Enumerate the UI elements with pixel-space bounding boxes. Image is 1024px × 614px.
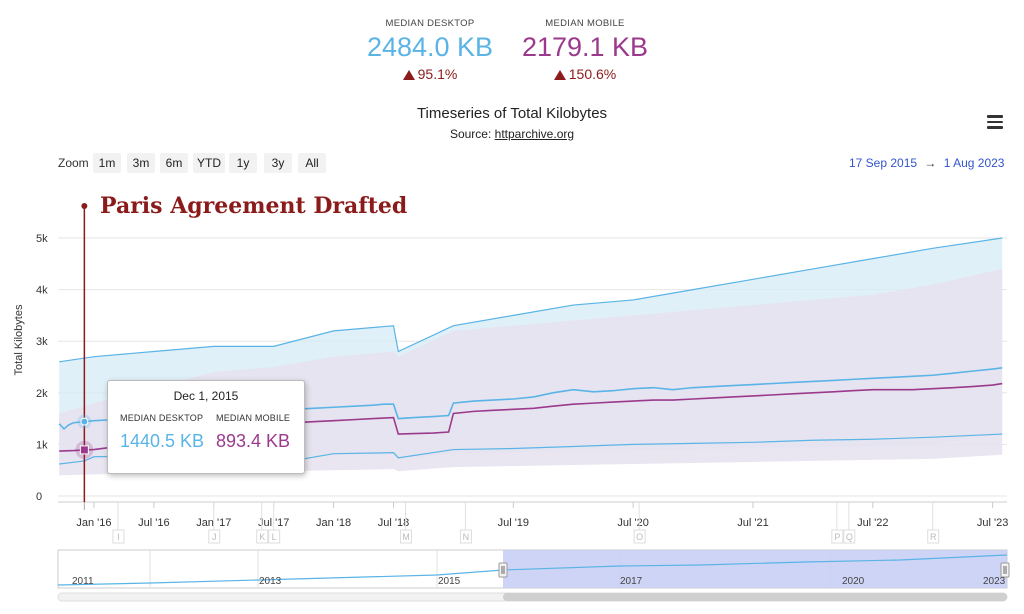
navigator-year-label: 2013	[259, 576, 282, 587]
navigator-year-label: 2020	[842, 576, 865, 587]
desktop-metric-change: 95.1%	[350, 66, 510, 82]
navigator-handle-right[interactable]	[1000, 562, 1010, 578]
zoom-button-ytd[interactable]: YTD	[193, 153, 225, 173]
zoom-label: Zoom	[58, 156, 89, 170]
event-flag-label[interactable]: R	[930, 532, 937, 542]
y-axis-label: Total Kilobytes	[13, 304, 25, 375]
x-tick-label: Jul '16	[138, 517, 169, 529]
hamburger-menu-icon[interactable]	[987, 115, 1003, 129]
event-flag-box[interactable]	[843, 529, 856, 544]
y-tick-label: 1k	[36, 439, 48, 451]
event-flag-box[interactable]	[268, 529, 281, 544]
event-flag-label[interactable]: N	[463, 532, 470, 542]
chart-subtitle: Source: httparchive.org	[312, 127, 712, 141]
mobile-metric-value: 2179.1 KB	[521, 32, 649, 62]
navigator-year-label: 2011	[72, 576, 94, 587]
event-flag-box[interactable]	[112, 529, 125, 544]
up-triangle-icon	[402, 70, 415, 80]
zoom-button-6m[interactable]: 6m	[160, 153, 188, 173]
desktop-metric-value: 2484.0 KB	[366, 32, 494, 62]
mobile-metric-label: MEDIAN MOBILE	[545, 18, 625, 29]
zoom-button-3y[interactable]: 3y	[264, 153, 292, 173]
navigator-year-label: 2015	[438, 576, 461, 587]
range-from[interactable]: 17 Sep 2015	[849, 156, 918, 170]
chart-tooltip: Dec 1, 2015 MEDIAN DESKTOP MEDIAN MOBILE…	[107, 380, 305, 474]
event-flag-label[interactable]: K	[259, 532, 265, 542]
event-flag-box[interactable]	[399, 529, 412, 544]
y-tick-label: 3k	[36, 336, 48, 348]
event-flag-box[interactable]	[927, 529, 940, 544]
scrollbar-thumb[interactable]	[503, 593, 1007, 601]
event-flag-label[interactable]: O	[636, 532, 643, 542]
event-flag-box[interactable]	[256, 529, 269, 544]
navigator-line	[57, 554, 1008, 586]
y-tick-label: 0	[36, 491, 42, 503]
zoom-button-3m[interactable]: 3m	[127, 153, 155, 173]
tooltip-mobile-label: MEDIAN MOBILE	[216, 413, 291, 423]
zoom-button-1y[interactable]: 1y	[229, 153, 257, 173]
event-flag-label[interactable]: P	[834, 532, 840, 542]
event-flag-label[interactable]: L	[272, 532, 277, 542]
x-tick-label: Jul '21	[737, 517, 768, 529]
desktop-metric-label: MEDIAN DESKTOP	[385, 18, 475, 29]
event-flag-label[interactable]: Q	[846, 532, 853, 542]
navigator-year-label: 2017	[620, 576, 643, 587]
event-flag-box[interactable]	[633, 529, 646, 544]
navigator-handle-left[interactable]	[498, 562, 508, 578]
tooltip-desktop-label: MEDIAN DESKTOP	[120, 413, 204, 423]
mobile-metric-change: 150.6%	[505, 66, 665, 82]
chart-title: Timeseries of Total Kilobytes	[416, 105, 608, 122]
source-link[interactable]: httparchive.org	[494, 127, 575, 141]
x-tick-label: Jul '22	[857, 517, 888, 529]
x-tick-label: Jan '16	[76, 517, 111, 529]
range-to[interactable]: 1 Aug 2023	[943, 156, 1005, 170]
mobile-hover-marker[interactable]	[79, 445, 89, 455]
subtitle-prefix: Source:	[449, 127, 495, 141]
up-triangle-icon	[553, 70, 566, 80]
y-tick-label: 2k	[36, 388, 48, 400]
navigator-selection[interactable]	[503, 550, 1007, 588]
range-arrow: →	[924, 156, 937, 170]
event-flag-label[interactable]: I	[117, 532, 120, 542]
event-flag-label[interactable]: M	[402, 532, 410, 542]
annotation-dot	[81, 203, 88, 209]
y-tick-label: 5k	[36, 233, 48, 245]
x-tick-label: Jul '23	[977, 517, 1008, 529]
tooltip-mobile-value: 893.4 KB	[216, 431, 291, 451]
desktop-band-upper-line	[59, 237, 1003, 363]
zoom-button-all[interactable]: All	[298, 153, 326, 173]
x-tick-label: Jul '18	[378, 517, 409, 529]
date-range: 17 Sep 2015 → 1 Aug 2023	[849, 156, 1004, 170]
x-tick-label: Jan '18	[316, 517, 351, 529]
zoom-button-1m[interactable]: 1m	[93, 153, 121, 173]
tooltip-date: Dec 1, 2015	[173, 389, 239, 403]
desktop-hover-marker[interactable]	[80, 417, 89, 426]
mobile-change-value: 150.6%	[568, 66, 617, 82]
tooltip-desktop-value: 1440.5 KB	[120, 431, 205, 451]
annotation-label: Paris Agreement Drafted	[100, 193, 408, 219]
event-flag-box[interactable]	[459, 529, 472, 544]
event-flag-box[interactable]	[208, 529, 221, 544]
x-tick-label: Jul '20	[617, 517, 648, 529]
y-tick-label: 4k	[36, 285, 48, 297]
desktop-change-value: 95.1%	[417, 66, 458, 82]
navigator-year-label: 2023	[983, 576, 1006, 587]
event-flag-box[interactable]	[831, 529, 844, 544]
x-tick-label: Jul '19	[498, 517, 529, 529]
event-flag-label[interactable]: J	[212, 532, 217, 542]
